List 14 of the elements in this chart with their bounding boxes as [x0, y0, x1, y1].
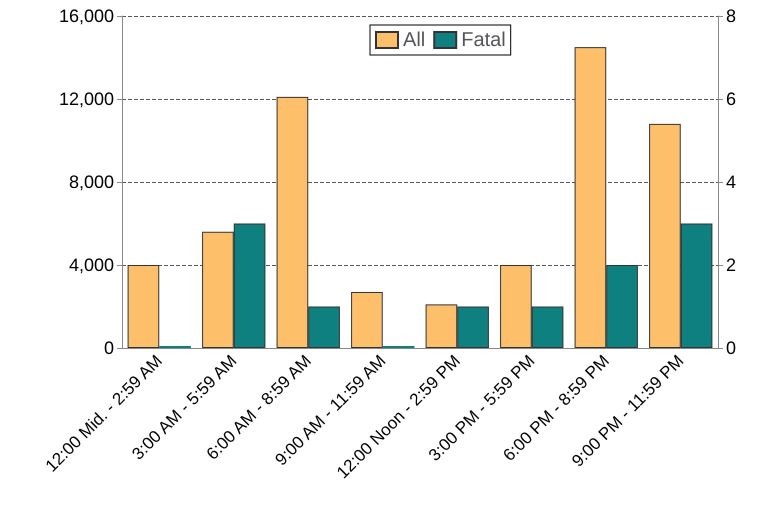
y-tick-label: 0	[104, 338, 114, 358]
bar	[351, 292, 383, 348]
legend-label: All	[403, 29, 426, 51]
legend-label: Fatal	[461, 29, 506, 51]
y2-tick-label: 0	[726, 338, 736, 358]
y2-tick-label: 8	[726, 6, 736, 26]
y-tick-label: 8,000	[68, 172, 114, 192]
y-tick-label: 12,000	[58, 89, 114, 109]
bar	[128, 265, 160, 348]
y-tick-label: 4,000	[68, 255, 114, 275]
y2-tick-label: 6	[726, 89, 736, 109]
y2-tick-label: 4	[726, 172, 736, 192]
y-tick-label: 16,000	[58, 6, 114, 26]
y2-tick-label: 2	[726, 255, 736, 275]
